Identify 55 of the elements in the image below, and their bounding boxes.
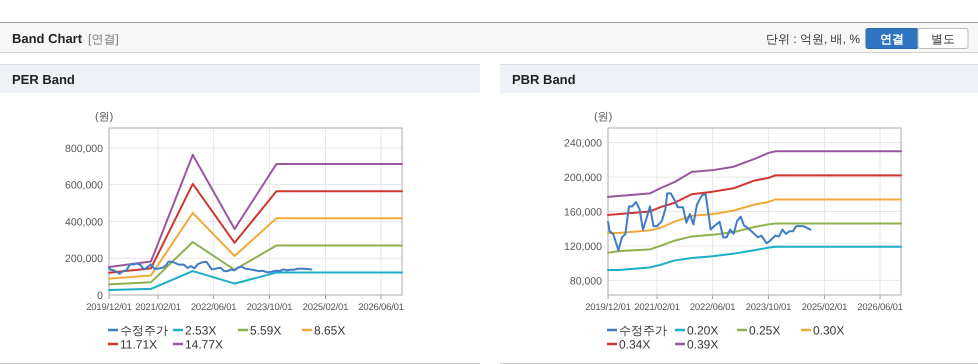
y-tick-label: 600,000	[65, 180, 104, 192]
x-tick-label: 2026/06/01	[358, 302, 404, 313]
text: 연결	[880, 32, 904, 46]
legend-label: 14.77X	[185, 338, 224, 352]
legend-label: 0.34X	[619, 338, 650, 352]
x-tick-label: 2023/10/01	[246, 302, 292, 313]
line-series	[607, 246, 902, 272]
text: 단위 : 억원, 배, %	[766, 32, 860, 46]
text: [연결]	[88, 32, 119, 46]
y-tick-label: 120,000	[564, 240, 602, 253]
x-tick-label: 2023/10/01	[746, 302, 792, 313]
y-tick-label: 0	[97, 290, 104, 302]
chart-title: PBR Band	[512, 72, 576, 87]
x-tick-label: 2026/06/01	[857, 302, 903, 313]
line-series	[108, 270, 403, 292]
line-series	[108, 260, 312, 275]
y-tick-label: 160,000	[564, 206, 602, 218]
line-series	[108, 212, 403, 280]
legend-label: 수정주가	[120, 324, 168, 338]
y-tick-label: 200,000	[65, 253, 104, 266]
chart-title: PER Band	[12, 72, 75, 87]
line-series	[607, 198, 902, 234]
line-series	[108, 241, 403, 286]
line-series	[108, 182, 403, 274]
line-series	[607, 222, 902, 254]
line-series	[607, 192, 812, 252]
legend-label: 8.65X	[314, 324, 346, 338]
x-tick-label: 2021/02/01	[135, 302, 181, 313]
line-series	[607, 174, 902, 216]
legend-label: 0.30X	[813, 324, 844, 338]
y-tick-label: 200,000	[564, 172, 602, 184]
legend-label: 0.25X	[749, 324, 780, 338]
legend-label: 11.71X	[120, 338, 158, 352]
x-tick-label: 2019/12/01	[86, 302, 132, 313]
legend-label: 2.53X	[185, 324, 216, 338]
x-tick-label: 2022/06/01	[190, 302, 236, 313]
line-series	[108, 154, 403, 268]
x-tick-label: 2021/02/01	[634, 302, 680, 313]
legend-label: 0.20X	[687, 324, 718, 338]
y-axis-title: (원)	[95, 111, 114, 123]
text: 별도	[931, 32, 955, 46]
line-series	[607, 150, 902, 198]
y-tick-label: 800,000	[65, 142, 104, 155]
y-tick-label: 240,000	[564, 138, 602, 150]
y-tick-label: 400,000	[65, 216, 104, 228]
x-tick-label: 2025/02/01	[302, 302, 348, 313]
legend-label: 수정주가	[619, 324, 667, 338]
x-tick-label: 2025/02/01	[802, 302, 848, 313]
legend-label: 5.59X	[250, 324, 282, 338]
x-tick-label: 2022/06/01	[690, 302, 736, 313]
x-tick-label: 2019/12/01	[585, 302, 631, 313]
text: Band Chart	[12, 31, 83, 46]
y-tick-label: 80,000	[570, 275, 602, 288]
legend-label: 0.39X	[687, 338, 718, 352]
y-axis-title: (원)	[594, 111, 612, 123]
